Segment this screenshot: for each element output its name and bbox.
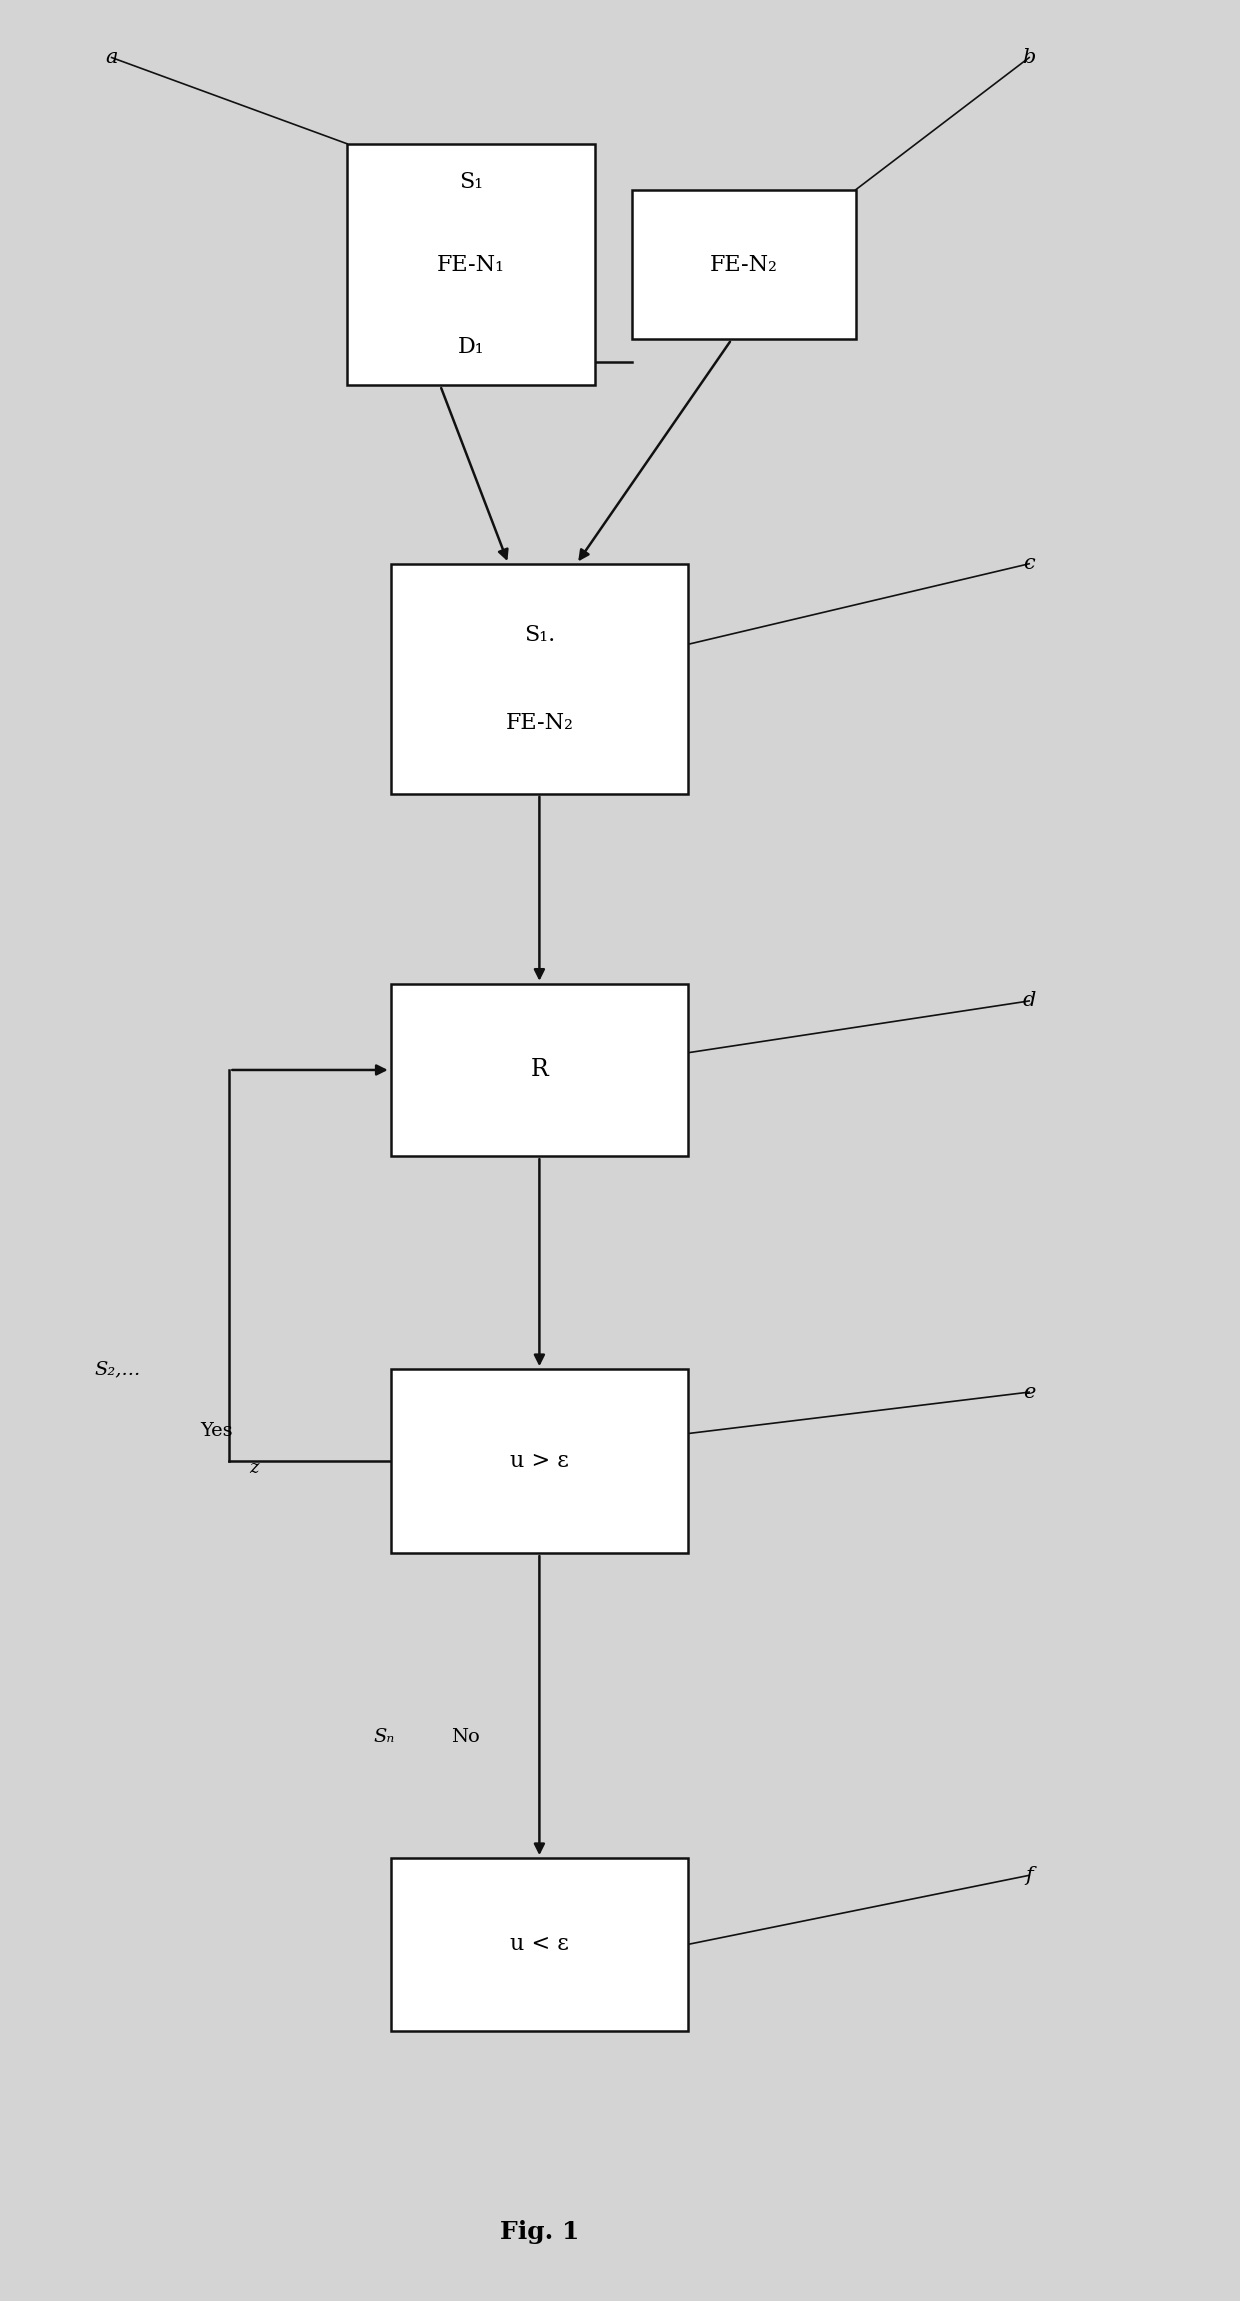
Text: R: R [531,1058,548,1081]
FancyBboxPatch shape [391,1369,688,1553]
Text: Fig. 1: Fig. 1 [500,2220,579,2243]
Text: No: No [450,1728,480,1746]
FancyBboxPatch shape [391,564,688,794]
FancyBboxPatch shape [632,191,856,341]
FancyBboxPatch shape [391,985,688,1155]
Text: c: c [1023,555,1035,573]
Text: Sₙ: Sₙ [373,1728,396,1746]
Text: S₁.: S₁. [523,624,556,647]
Text: b: b [1023,48,1035,67]
Text: FE-N₂: FE-N₂ [711,253,777,276]
Text: z: z [249,1459,259,1477]
Text: d: d [1023,992,1035,1010]
Text: FE-N₂: FE-N₂ [506,711,573,734]
Text: u > ε: u > ε [510,1450,569,1473]
FancyBboxPatch shape [391,1859,688,2032]
Text: S₂,...: S₂,... [94,1360,141,1378]
Text: u < ε: u < ε [510,1933,569,1956]
Text: D₁: D₁ [458,336,485,359]
Text: FE-N₁: FE-N₁ [438,253,505,276]
Text: Yes: Yes [201,1422,233,1440]
Text: f: f [1025,1866,1033,1885]
FancyBboxPatch shape [347,145,595,387]
Text: S₁: S₁ [459,170,484,193]
Text: a: a [105,48,118,67]
Text: e: e [1023,1383,1035,1401]
